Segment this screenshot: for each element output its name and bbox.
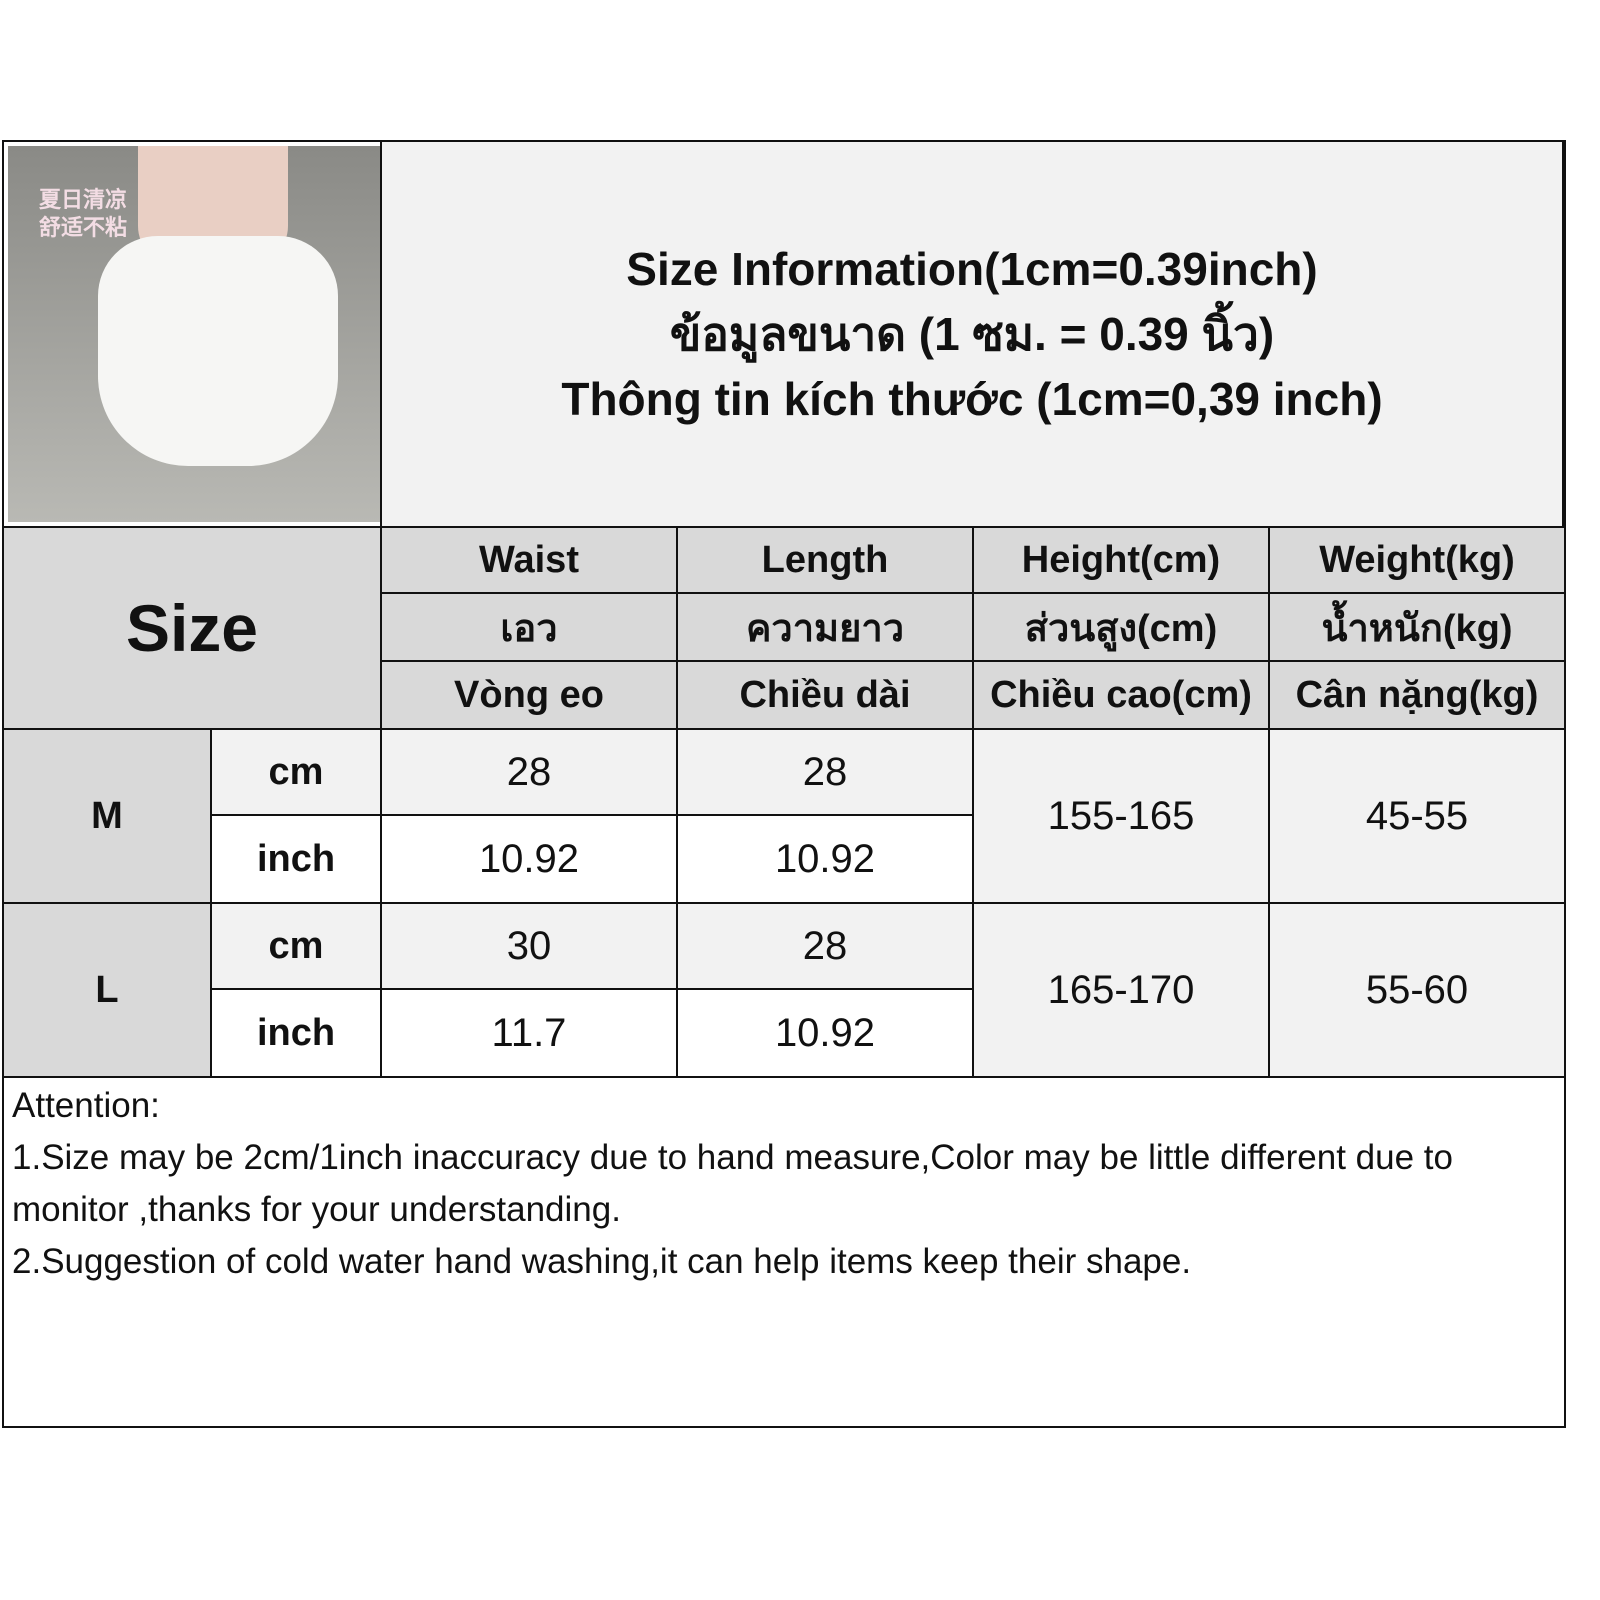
column-header-th: ส่วนสูง(cm) xyxy=(974,594,1270,662)
m-waist-inch: 10.92 xyxy=(382,816,678,904)
title-cell: Size Information(1cm=0.39inch) ข้อมูลขนา… xyxy=(382,142,1564,528)
l-height: 165-170 xyxy=(974,904,1270,1078)
title-vi: Thông tin kích thước (1cm=0,39 inch) xyxy=(561,372,1383,425)
product-photo-cell: 夏日清凉 舒适不粘 xyxy=(4,142,382,528)
m-waist-cm: 28 xyxy=(382,730,678,816)
m-length-cm: 28 xyxy=(678,730,974,816)
size-header: Size xyxy=(4,528,382,730)
unit-cm: cm xyxy=(212,730,382,816)
unit-inch: inch xyxy=(212,990,382,1078)
column-header-th: เอว xyxy=(382,594,678,662)
unit-cm: cm xyxy=(212,904,382,990)
unit-inch: inch xyxy=(212,816,382,904)
column-header-th: ความยาว xyxy=(678,594,974,662)
column-header-vi: Chiều cao(cm) xyxy=(974,662,1270,730)
size-chart-table: 夏日清凉 舒适不粘 Size Information(1cm=0.39inch)… xyxy=(2,140,1566,1428)
column-header-vi: Cân nặng(kg) xyxy=(1270,662,1564,730)
column-header-en: Weight(kg) xyxy=(1270,528,1564,594)
l-weight: 55-60 xyxy=(1270,904,1564,1078)
title-th: ข้อมูลขนาด (1 ซม. = 0.39 นิ้ว) xyxy=(669,307,1275,360)
size-l: L xyxy=(4,904,212,1078)
attention-heading: Attention: xyxy=(12,1086,160,1125)
column-header-en: Waist xyxy=(382,528,678,594)
photo-overlay-text: 夏日清凉 舒适不粘 xyxy=(38,187,127,240)
m-length-inch: 10.92 xyxy=(678,816,974,904)
title-en: Size Information(1cm=0.39inch) xyxy=(626,242,1318,295)
size-m: M xyxy=(4,730,212,904)
l-length-inch: 10.92 xyxy=(678,990,974,1078)
m-height: 155-165 xyxy=(974,730,1270,904)
column-header-vi: Chiều dài xyxy=(678,662,974,730)
column-header-vi: Vòng eo xyxy=(382,662,678,730)
m-weight: 45-55 xyxy=(1270,730,1564,904)
column-header-en: Length xyxy=(678,528,974,594)
column-header-th: น้ำหนัก(kg) xyxy=(1270,594,1564,662)
attention-line-1: 1.Size may be 2cm/1inch inaccuracy due t… xyxy=(12,1138,1453,1229)
attention-notes: Attention: 1.Size may be 2cm/1inch inacc… xyxy=(12,1080,1554,1288)
product-photo: 夏日清凉 舒适不粘 xyxy=(8,146,380,522)
column-header-en: Height(cm) xyxy=(974,528,1270,594)
l-waist-cm: 30 xyxy=(382,904,678,990)
attention-line-2: 2.Suggestion of cold water hand washing,… xyxy=(12,1242,1192,1281)
l-length-cm: 28 xyxy=(678,904,974,990)
l-waist-inch: 11.7 xyxy=(382,990,678,1078)
